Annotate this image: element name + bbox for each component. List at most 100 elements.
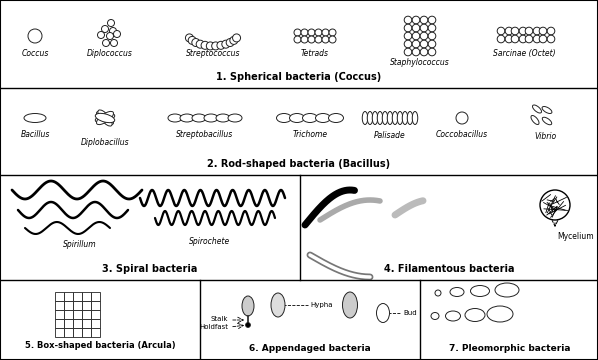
Ellipse shape xyxy=(487,306,513,322)
Text: 2. Rod-shaped bacteria (Bacillus): 2. Rod-shaped bacteria (Bacillus) xyxy=(208,159,390,169)
Circle shape xyxy=(108,19,114,27)
Bar xyxy=(91,301,100,310)
Circle shape xyxy=(404,16,412,24)
Circle shape xyxy=(301,36,308,43)
Circle shape xyxy=(525,35,533,43)
Circle shape xyxy=(28,29,42,43)
Text: 7. Pleomorphic bacteria: 7. Pleomorphic bacteria xyxy=(449,344,570,353)
Circle shape xyxy=(420,24,428,32)
Bar xyxy=(73,328,82,337)
Circle shape xyxy=(212,42,219,50)
Text: Mycelium: Mycelium xyxy=(557,232,594,241)
Ellipse shape xyxy=(96,111,114,125)
Circle shape xyxy=(322,29,329,36)
Ellipse shape xyxy=(542,107,552,113)
Circle shape xyxy=(315,29,322,36)
Text: 3. Spiral bacteria: 3. Spiral bacteria xyxy=(102,264,198,274)
Bar xyxy=(73,292,82,301)
Ellipse shape xyxy=(204,114,218,122)
Bar xyxy=(64,310,73,319)
Circle shape xyxy=(97,31,105,39)
Bar xyxy=(73,319,82,328)
Ellipse shape xyxy=(402,112,408,125)
Bar xyxy=(91,328,100,337)
Text: Coccus: Coccus xyxy=(22,49,48,58)
Ellipse shape xyxy=(495,283,519,297)
Ellipse shape xyxy=(542,117,552,125)
Ellipse shape xyxy=(303,113,318,122)
Circle shape xyxy=(547,27,555,35)
Ellipse shape xyxy=(271,293,285,317)
Circle shape xyxy=(428,32,436,40)
Ellipse shape xyxy=(532,105,542,113)
Text: 6. Appendaged bacteria: 6. Appendaged bacteria xyxy=(249,344,371,353)
Circle shape xyxy=(539,27,547,35)
Circle shape xyxy=(206,42,214,50)
Bar xyxy=(73,310,82,319)
Ellipse shape xyxy=(465,309,485,321)
Circle shape xyxy=(420,32,428,40)
Circle shape xyxy=(456,112,468,124)
Bar xyxy=(64,328,73,337)
Circle shape xyxy=(519,27,527,35)
Bar xyxy=(82,328,91,337)
Ellipse shape xyxy=(377,112,383,125)
Circle shape xyxy=(420,16,428,24)
Ellipse shape xyxy=(316,113,331,122)
Ellipse shape xyxy=(362,112,368,125)
Ellipse shape xyxy=(372,112,378,125)
Circle shape xyxy=(420,48,428,56)
Circle shape xyxy=(315,36,322,43)
Ellipse shape xyxy=(367,112,373,125)
Bar xyxy=(55,301,64,310)
Text: Stalk: Stalk xyxy=(210,316,228,322)
Text: Bacillus: Bacillus xyxy=(20,130,50,139)
Circle shape xyxy=(519,35,527,43)
Circle shape xyxy=(226,39,234,46)
Circle shape xyxy=(322,36,329,43)
Circle shape xyxy=(233,34,240,42)
Circle shape xyxy=(547,35,555,43)
Bar xyxy=(55,292,64,301)
Ellipse shape xyxy=(180,114,194,122)
Text: Diplococcus: Diplococcus xyxy=(87,49,133,58)
Circle shape xyxy=(412,48,420,56)
Ellipse shape xyxy=(24,113,46,122)
Ellipse shape xyxy=(397,112,402,125)
Bar xyxy=(82,319,91,328)
Bar xyxy=(55,319,64,328)
Text: Palisade: Palisade xyxy=(374,131,406,140)
Bar xyxy=(64,301,73,310)
Bar xyxy=(64,292,73,301)
Bar xyxy=(55,328,64,337)
Circle shape xyxy=(404,32,412,40)
Circle shape xyxy=(428,16,436,24)
Ellipse shape xyxy=(377,303,389,323)
Ellipse shape xyxy=(343,292,358,318)
Circle shape xyxy=(192,39,200,46)
Circle shape xyxy=(497,35,505,43)
Circle shape xyxy=(497,27,505,35)
Bar xyxy=(82,310,91,319)
Text: Streptococcus: Streptococcus xyxy=(186,49,240,58)
Circle shape xyxy=(539,35,547,43)
Bar xyxy=(73,301,82,310)
Ellipse shape xyxy=(96,111,114,125)
Circle shape xyxy=(533,27,541,35)
Ellipse shape xyxy=(276,113,291,122)
Circle shape xyxy=(511,35,519,43)
Ellipse shape xyxy=(228,114,242,122)
Circle shape xyxy=(308,36,315,43)
Ellipse shape xyxy=(471,285,490,297)
Circle shape xyxy=(511,27,519,35)
Circle shape xyxy=(109,27,117,35)
Circle shape xyxy=(412,24,420,32)
Text: Holdfast: Holdfast xyxy=(199,324,228,330)
Circle shape xyxy=(533,35,541,43)
Circle shape xyxy=(329,36,336,43)
Circle shape xyxy=(420,40,428,48)
Bar xyxy=(64,319,73,328)
Bar xyxy=(82,292,91,301)
Circle shape xyxy=(111,40,117,46)
Circle shape xyxy=(188,36,196,44)
